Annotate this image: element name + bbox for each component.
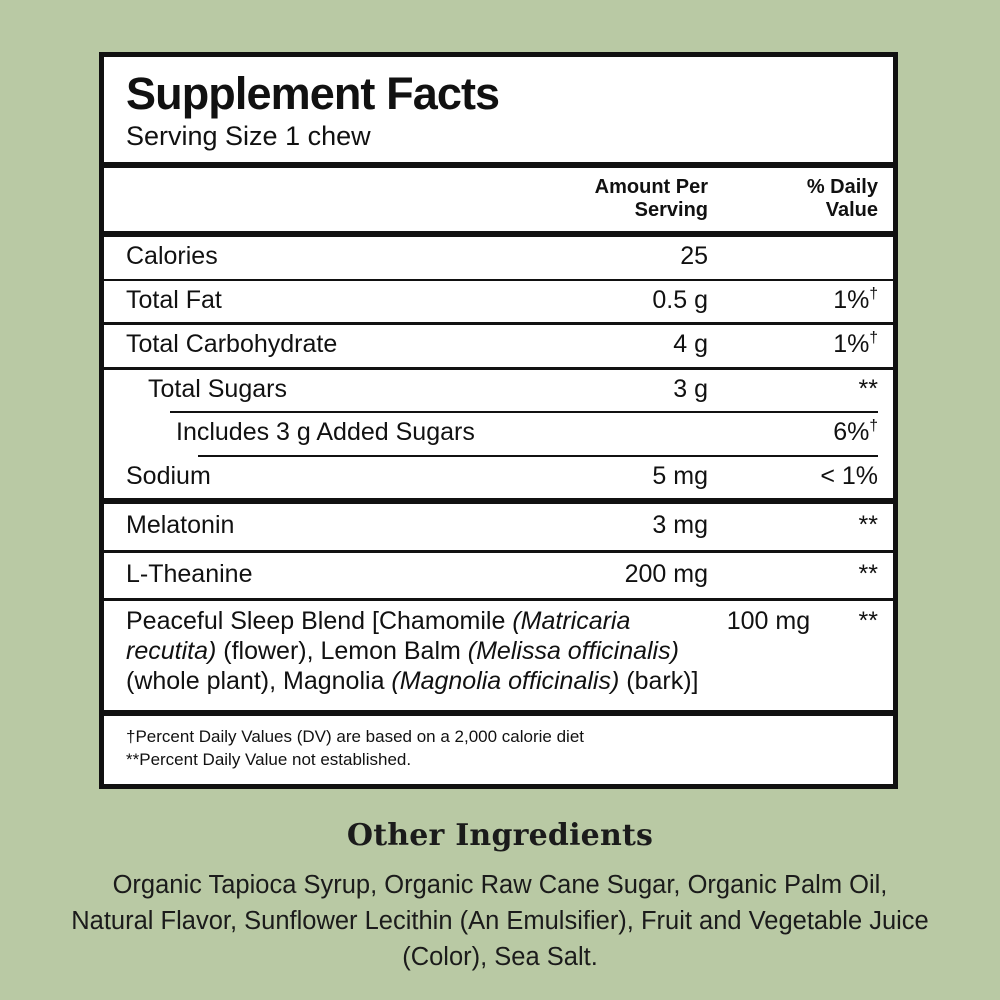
amount-header-line2: Serving [634,199,708,222]
nutrient-daily-value: ** [858,511,878,540]
column-header-amount: Amount Per Serving [498,176,708,222]
row-divider-indented [198,454,878,457]
other-ingredients-section: Other Ingredients Organic Tapioca Syrup,… [0,818,1000,976]
table-row: Total Sugars 3 g ** [104,370,893,412]
blend-label: Peaceful Sleep Blend [Chamomile (Matrica… [126,606,727,696]
nutrient-daily-value: 6%† [833,418,878,447]
nutrient-label: Total Carbohydrate [126,330,338,359]
row-divider [104,549,893,553]
rule-below-title [104,162,893,169]
blend-daily-value: ** [858,607,878,636]
footnote-marker: † [869,330,878,348]
table-row: L-Theanine 200 mg ** [104,553,893,599]
page-title: Supplement Facts [126,68,500,119]
row-divider [104,598,893,602]
column-header-daily-value: % Daily Value [708,176,878,222]
nutrient-amount: 0.5 g [652,285,708,314]
table-row: Total Carbohydrate 4 g 1%† [104,325,893,367]
dv-header-line2: Value [825,199,878,222]
other-ingredients-line: Natural Flavor, Sunflower Lecithin (An E… [71,907,929,936]
nutrient-label: Sodium [126,461,211,490]
nutrient-daily-value: ** [858,559,878,588]
table-row: Melatonin 3 mg ** [104,504,893,550]
footnote-double-star: **Percent Daily Value not established. [126,749,412,769]
table-row: Total Fat 0.5 g 1%† [104,281,893,323]
nutrient-daily-value: < 1% [820,461,878,490]
nutrient-daily-value: 1%† [833,330,878,359]
nutrient-amount: 5 mg [652,461,708,490]
botanical-name: (Magnolia officinalis) [391,667,620,696]
botanical-name: (Melissa officinalis) [467,637,679,666]
other-ingredients-line: (Color), Sea Salt. [402,943,598,972]
serving-size-text: Serving Size 1 chew [126,121,371,151]
dv-header-line1: % Daily [806,176,878,199]
nutrient-amount: 4 g [673,330,708,359]
row-divider [104,278,893,281]
other-ingredients-line: Organic Tapioca Syrup, Organic Raw Cane … [112,871,888,899]
footnotes-block: †Percent Daily Values (DV) are based on … [104,716,893,783]
nutrient-daily-value: ** [858,374,878,403]
blend-text: (flower), Lemon Balm [216,637,468,666]
table-row: Sodium 5 mg < 1% [104,457,893,499]
table-row: Includes 3 g Added Sugars 6%† [104,413,893,455]
nutrient-amount: 3 g [673,374,708,403]
nutrient-amount: 200 mg [624,559,708,588]
row-divider-indented [170,411,878,414]
row-divider [104,366,893,370]
nutrient-label: Includes 3 g Added Sugars [176,418,475,447]
blend-text: Peaceful Sleep Blend [Chamomile [126,607,513,636]
nutrient-label: Melatonin [126,511,235,540]
nutrient-label: Total Sugars [148,374,287,403]
botanical-name: (Matricaria recutita) [126,607,631,666]
supplement-facts-panel: Supplement Facts Serving Size 1 chew Amo… [99,52,898,789]
footnote-dagger: †Percent Daily Values (DV) are based on … [126,727,584,747]
nutrient-label: Total Fat [126,285,222,314]
title-block: Supplement Facts Serving Size 1 chew [104,57,893,162]
blend-text: (bark)] [619,667,699,696]
rule-before-footnotes [104,710,893,717]
nutrient-amount: 25 [680,242,708,271]
blend-amount: 100 mg [726,607,811,636]
panel-inner: Supplement Facts Serving Size 1 chew Amo… [104,57,893,784]
nutrient-label: Calories [126,242,218,271]
table-row-blend: Peaceful Sleep Blend [Chamomile (Matrica… [104,601,893,710]
other-ingredients-text: Organic Tapioca Syrup, Organic Raw Cane … [0,867,1000,976]
other-ingredients-title: Other Ingredients [346,818,654,853]
nutrient-daily-value: 1%† [833,285,878,314]
nutrient-label: L-Theanine [126,559,253,588]
blend-text: (whole plant), Magnolia [126,667,392,696]
table-row: Calories 25 [104,237,893,279]
footnote-marker: † [869,285,878,303]
row-divider [104,322,893,326]
nutrient-amount: 3 mg [652,511,708,540]
column-header-row: Amount Per Serving % Daily Value [104,168,893,231]
rule-below-column-header [104,231,893,238]
footnote-marker: † [869,418,878,436]
rule-before-supplements [104,498,893,505]
amount-header-line1: Amount Per [594,176,708,199]
